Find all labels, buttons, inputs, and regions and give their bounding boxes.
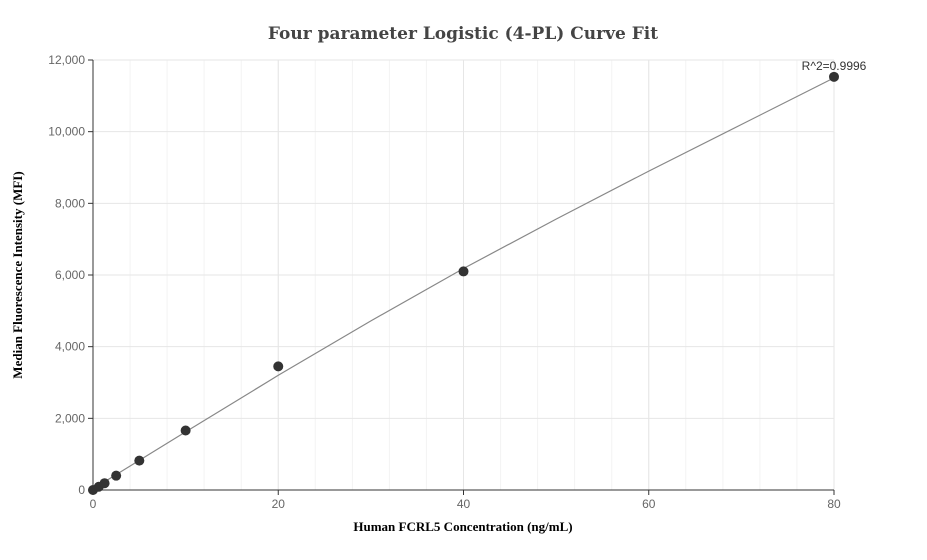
x-tick-label: 20 bbox=[272, 497, 286, 511]
y-axis-label: Median Fluorescence Intensity (MFI) bbox=[10, 171, 25, 378]
y-tick-label: 12,000 bbox=[48, 53, 85, 67]
chart-title: Four parameter Logistic (4-PL) Curve Fit bbox=[268, 24, 658, 44]
y-tick-label: 6,000 bbox=[55, 268, 85, 282]
data-point bbox=[273, 361, 284, 372]
data-point bbox=[458, 266, 469, 277]
axes bbox=[88, 59, 835, 495]
y-tick-label: 10,000 bbox=[48, 125, 85, 139]
data-points bbox=[88, 71, 839, 495]
y-tick-label: 8,000 bbox=[55, 196, 85, 210]
y-tick-label: 2,000 bbox=[55, 411, 85, 425]
x-tick-label: 0 bbox=[90, 497, 97, 511]
data-point bbox=[134, 455, 145, 466]
tick-labels: 0 20 40 60 80 0 2,000 4,000 6,000 8,000 10,000 12,0… bbox=[48, 53, 841, 511]
grid bbox=[92, 59, 835, 491]
data-point bbox=[99, 478, 110, 489]
y-tick-label: 4,000 bbox=[55, 340, 85, 354]
data-point bbox=[829, 71, 839, 82]
x-tick-label: 40 bbox=[457, 497, 471, 511]
x-tick-label: 60 bbox=[642, 497, 656, 511]
x-axis-label: Human FCRL5 Concentration (ng/mL) bbox=[353, 519, 572, 534]
r-squared-annotation: R^2=0.9996 bbox=[802, 59, 867, 73]
data-point bbox=[111, 470, 122, 481]
data-point bbox=[180, 425, 191, 436]
x-tick-label: 80 bbox=[827, 497, 841, 511]
y-tick-label: 0 bbox=[78, 483, 85, 497]
